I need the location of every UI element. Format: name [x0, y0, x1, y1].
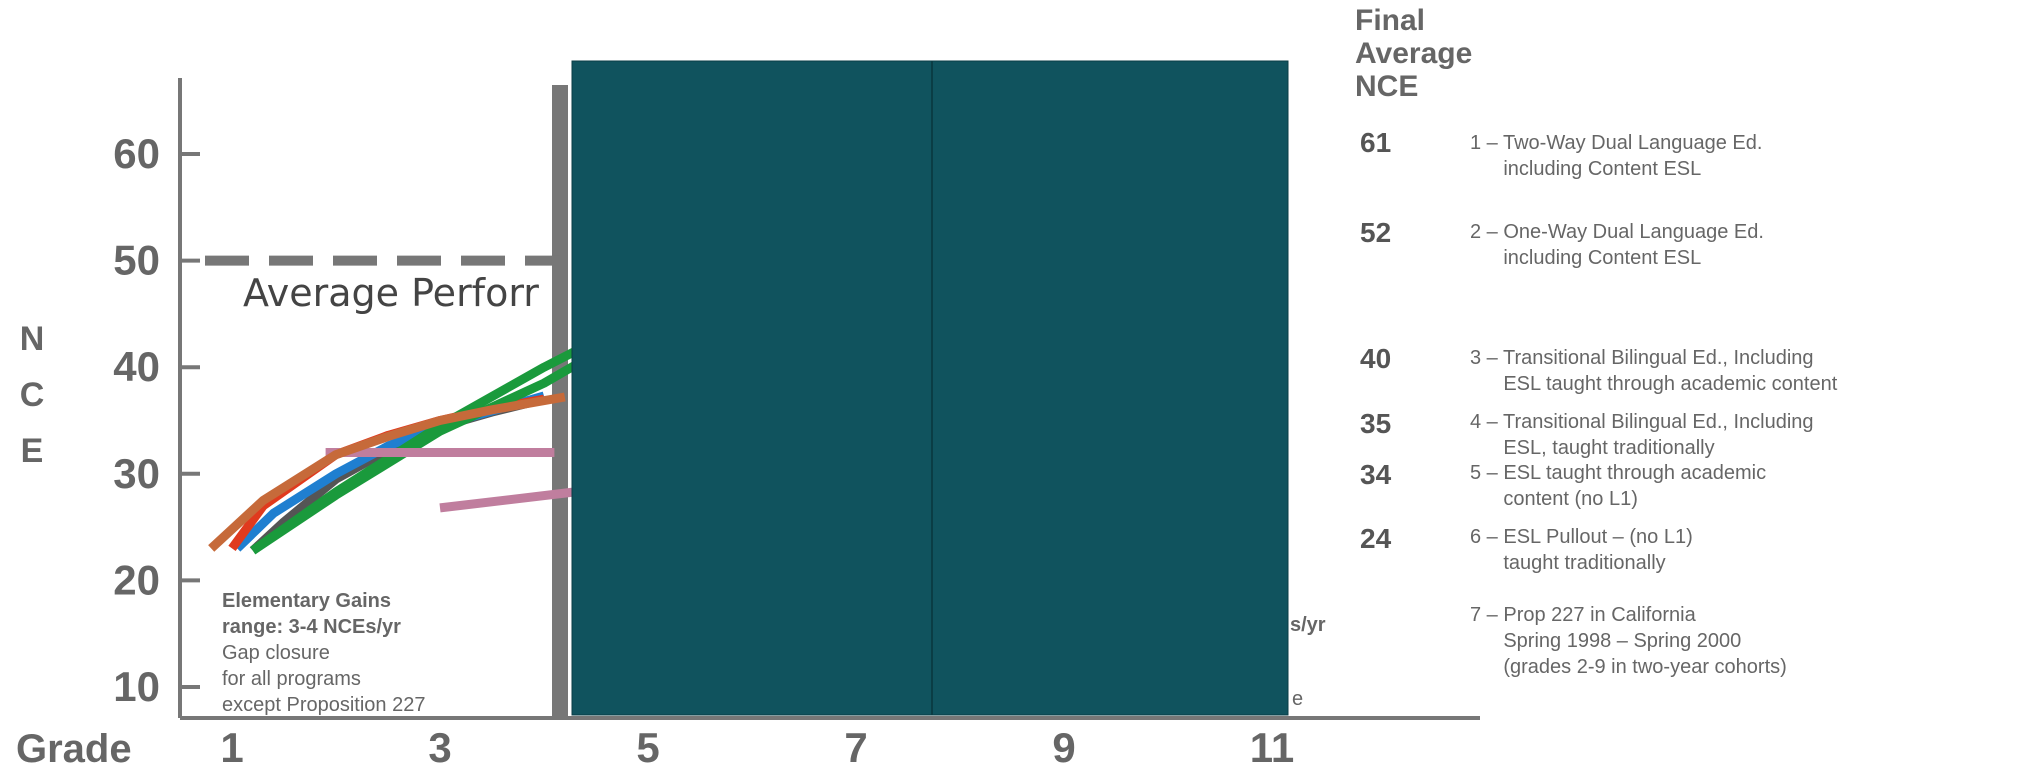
note-line-1: Elementary Gains [222, 590, 391, 612]
x-tick-label-7: 7 [844, 724, 867, 767]
y-tick-label-30: 30 [113, 450, 160, 497]
y-axis-label-letter-1: C [20, 376, 45, 414]
legend-title-line-1: Final [1355, 4, 1426, 37]
legend-value-6: 24 [1360, 523, 1392, 554]
x-axis-label: Grade [16, 727, 132, 767]
legend-title-line-3: NCE [1355, 70, 1419, 103]
legend-value-1: 61 [1360, 127, 1392, 158]
legend-value-5: 34 [1360, 459, 1392, 490]
reference-line-group: Average Perforr [205, 255, 560, 315]
y-axis-label-letter-2: E [21, 432, 44, 470]
reference-line-label: Average Perforr [243, 271, 539, 315]
series-group [208, 347, 578, 555]
series-line-5 [250, 361, 578, 555]
legend-value-2: 52 [1360, 217, 1392, 248]
x-tick-label-11: 11 [1250, 724, 1294, 767]
overlay-panel-right [931, 60, 1289, 716]
legend-title: Final Average NCE [1355, 4, 1472, 103]
legend-label-5: 5 – ESL taught through academic content … [1470, 462, 1767, 510]
legend-value-4: 35 [1360, 408, 1392, 439]
note-line-3: Gap closure [222, 642, 330, 664]
x-tick-label-5: 5 [636, 724, 659, 767]
legend-label-2: 2 – One-Way Dual Language Ed. including … [1470, 221, 1764, 269]
grade-separator-bar [552, 85, 568, 720]
partial-note-bottom: e [1292, 688, 1304, 710]
overlay-panel-left [571, 60, 933, 716]
note-line-5: except Proposition 227 [222, 694, 426, 716]
y-tick-label-60: 60 [113, 130, 160, 177]
x-tick-label-3: 3 [428, 724, 451, 767]
series-line-8 [208, 392, 566, 552]
legend-value-3: 40 [1360, 343, 1392, 374]
legend-label-1: 1 – Two-Way Dual Language Ed. including … [1470, 132, 1763, 180]
x-tick-label-1: 1 [220, 724, 243, 767]
y-tick-label-10: 10 [113, 663, 160, 710]
legend-title-line-2: Average [1355, 37, 1473, 70]
y-tick-label-50: 50 [113, 237, 160, 284]
legend-label-3: 3 – Transitional Bilingual Ed., Includin… [1470, 347, 1838, 395]
legend-label-6: 6 – ESL Pullout – (no L1) taught traditi… [1470, 526, 1693, 574]
series-line-7 [439, 487, 576, 513]
note-line-4: for all programs [222, 668, 361, 690]
legend-label-7: 7 – Prop 227 in California Spring 1998 –… [1470, 604, 1787, 678]
elementary-gains-note: Elementary Gains range: 3-4 NCEs/yr Gap … [222, 588, 425, 718]
overlay-group [571, 60, 1289, 716]
partial-note-right: s/yr [1290, 614, 1326, 636]
note-line-2: range: 3-4 NCEs/yr [222, 616, 401, 638]
y-tick-label-20: 20 [113, 556, 160, 603]
y-axis-label-letter-0: N [20, 320, 45, 358]
y-tick-label-40: 40 [113, 343, 160, 390]
legend-label-4: 4 – Transitional Bilingual Ed., Includin… [1470, 411, 1814, 459]
x-tick-label-9: 9 [1052, 724, 1075, 767]
